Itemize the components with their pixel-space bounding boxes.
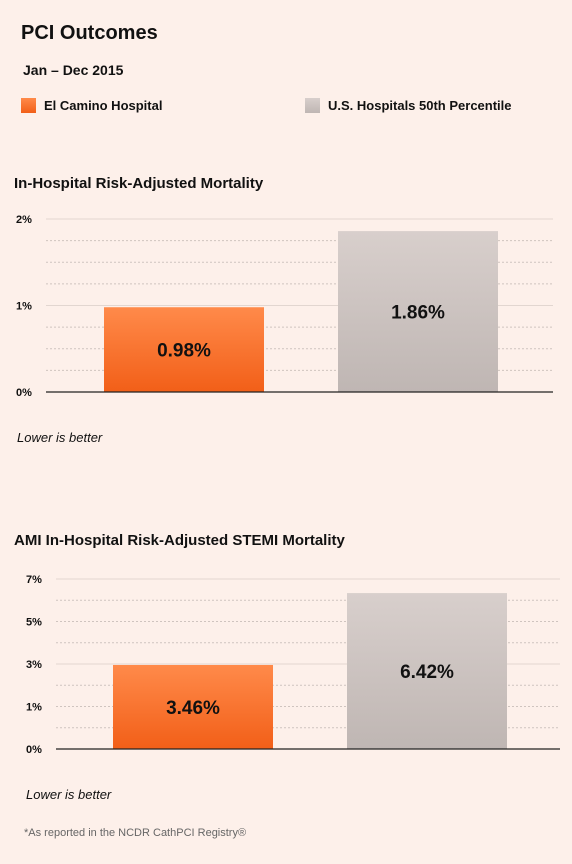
- y-tick-label: 3%: [26, 659, 42, 671]
- legend-label-us: U.S. Hospitals 50th Percentile: [328, 98, 512, 113]
- y-tick-label: 0%: [16, 387, 32, 399]
- y-tick-label: 0%: [26, 744, 42, 756]
- bar-data-label: 0.98%: [157, 341, 211, 362]
- y-tick-label: 1%: [26, 702, 42, 714]
- bar-hospital: [113, 664, 273, 749]
- chart-stemi: 7% 5% 3% 1% 0% 3.46% 6.42%: [26, 574, 560, 756]
- y-tick-label: 5%: [26, 617, 42, 629]
- chart-note-stemi: Lower is better: [26, 787, 112, 802]
- chart-note-mortality: Lower is better: [17, 430, 103, 445]
- y-tick-label: 2%: [16, 214, 32, 226]
- legend-label-hospital: El Camino Hospital: [44, 98, 163, 113]
- legend-item-us: U.S. Hospitals 50th Percentile: [305, 98, 512, 113]
- chart-title-stemi: AMI In-Hospital Risk-Adjusted STEMI Mort…: [14, 532, 345, 549]
- date-range: Jan – Dec 2015: [23, 62, 124, 78]
- bar-data-label: 1.86%: [391, 303, 445, 324]
- legend-swatch-hospital: [21, 98, 36, 113]
- bar-hospital: [104, 307, 264, 392]
- footnote: *As reported in the NCDR CathPCI Registr…: [24, 827, 247, 839]
- chart-mortality: 2% 1% 0% 0.98% 1.86%: [16, 214, 553, 399]
- y-tick-label: 7%: [26, 574, 42, 586]
- legend-swatch-us: [305, 98, 320, 113]
- legend-item-hospital: El Camino Hospital: [21, 98, 162, 113]
- bar-us: [338, 231, 498, 392]
- y-tick-label: 1%: [16, 301, 32, 313]
- bar-us: [347, 593, 507, 749]
- bar-data-label: 3.46%: [166, 698, 220, 719]
- chart-title-mortality: In-Hospital Risk-Adjusted Mortality: [14, 175, 264, 192]
- page-title: PCI Outcomes: [21, 22, 158, 44]
- bar-data-label: 6.42%: [400, 662, 454, 683]
